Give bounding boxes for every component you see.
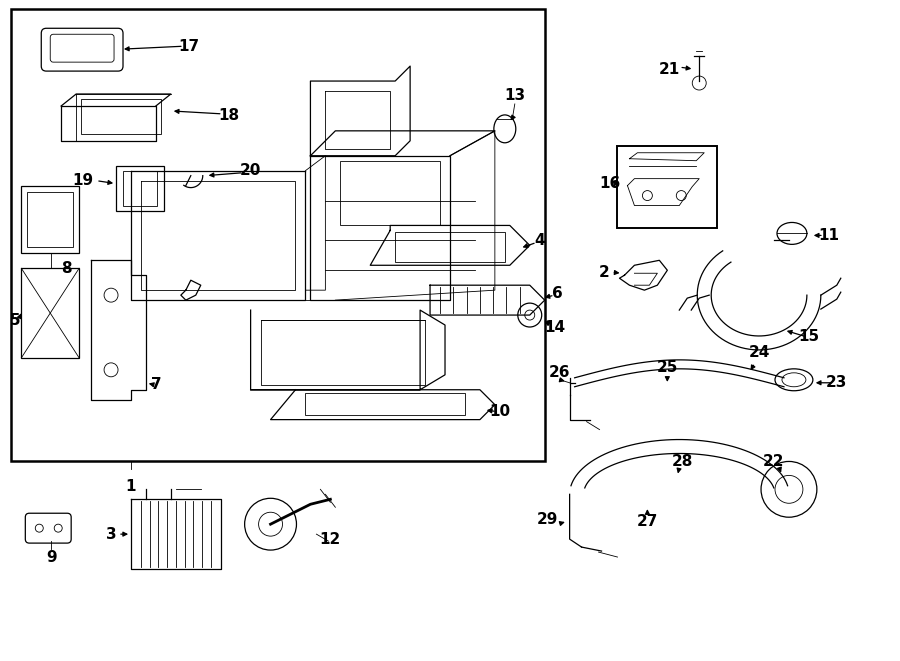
Bar <box>22 268 79 358</box>
Text: 13: 13 <box>504 89 526 104</box>
Text: 20: 20 <box>240 163 261 178</box>
Text: 26: 26 <box>549 366 571 380</box>
Text: 7: 7 <box>150 377 161 392</box>
Text: 1: 1 <box>126 479 136 494</box>
Text: 3: 3 <box>105 527 116 541</box>
Bar <box>81 99 161 134</box>
Text: 6: 6 <box>553 286 563 301</box>
Text: 27: 27 <box>636 514 658 529</box>
Text: 14: 14 <box>544 319 565 334</box>
Text: 10: 10 <box>490 404 510 419</box>
Bar <box>116 166 164 210</box>
Bar <box>617 146 717 229</box>
Text: 11: 11 <box>818 228 840 243</box>
Text: 4: 4 <box>535 233 545 248</box>
Bar <box>22 186 79 253</box>
Bar <box>305 393 465 414</box>
Text: 2: 2 <box>599 265 610 280</box>
Text: 8: 8 <box>61 260 71 276</box>
Bar <box>395 233 505 262</box>
Text: 12: 12 <box>320 531 341 547</box>
Text: 22: 22 <box>763 454 785 469</box>
Bar <box>340 161 440 225</box>
Text: 16: 16 <box>598 176 620 191</box>
Text: 23: 23 <box>826 375 848 390</box>
Text: 5: 5 <box>10 313 21 328</box>
Text: 19: 19 <box>73 173 94 188</box>
Text: 25: 25 <box>657 360 678 375</box>
Bar <box>123 171 157 206</box>
Text: 18: 18 <box>218 108 239 124</box>
Bar <box>12 9 544 461</box>
Text: 9: 9 <box>46 549 57 564</box>
Bar <box>27 192 73 247</box>
Text: 15: 15 <box>798 329 820 344</box>
Text: 21: 21 <box>659 61 680 77</box>
Text: 17: 17 <box>178 39 200 54</box>
Text: 28: 28 <box>671 454 693 469</box>
Text: 29: 29 <box>537 512 558 527</box>
Text: 24: 24 <box>749 346 770 360</box>
